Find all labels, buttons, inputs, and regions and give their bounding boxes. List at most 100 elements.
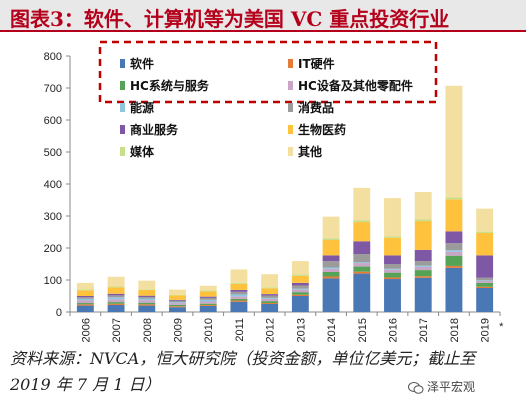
bar-segment [414, 261, 432, 266]
bar-segment [76, 290, 94, 296]
bar-segment [169, 307, 186, 312]
bar-segment [476, 280, 494, 281]
x-tick-label: 2013 [295, 318, 307, 342]
legend-swatch [120, 147, 125, 156]
bar-segment [107, 286, 125, 288]
legend-label: 其他 [298, 144, 322, 159]
bar-segment [169, 300, 186, 303]
chart-title: 图表3：软件、计算机等为美国 VC 重点投资行业 [10, 7, 450, 31]
legend-swatch [120, 125, 125, 134]
bar-segment [291, 282, 309, 286]
bar-segment [261, 287, 279, 289]
bar-segment [291, 285, 309, 289]
bar-segment [291, 288, 309, 290]
bar-segment [291, 289, 309, 293]
bar-segment [445, 250, 463, 252]
bar-segment [291, 261, 309, 275]
bar-segment [476, 208, 494, 232]
x-tick-label: 2010 [203, 318, 215, 342]
x-tick-label: 2007 [111, 318, 123, 342]
y-tick-label: 300 [44, 211, 62, 223]
bar-segment [76, 296, 94, 298]
bar-segment [107, 287, 125, 294]
bar-segment [445, 251, 463, 256]
bar-segment [107, 276, 125, 287]
bar-segment [476, 277, 494, 281]
bar-segment [261, 288, 279, 295]
bar-segment [322, 216, 340, 239]
bar-segment [199, 305, 217, 312]
bar-segment [445, 199, 463, 232]
source-note: 资料来源：NVCA，恒大研究院（投资金额，单位亿美元；截止至 2019 年 7 … [10, 349, 476, 394]
bar-segment [476, 231, 494, 233]
legend-label: 商业服务 [130, 122, 179, 137]
y-tick-label: 600 [44, 115, 62, 127]
bar-segment [476, 286, 494, 288]
bar-segment [384, 279, 401, 312]
bar-segment [414, 249, 432, 262]
bar-segment [261, 298, 279, 302]
bar-segment [384, 277, 401, 280]
bar-segment [414, 276, 432, 278]
bar-segment [322, 272, 340, 277]
x-tick-label: 2009 [173, 318, 185, 342]
legend-label: 能源 [130, 100, 154, 115]
legend-label: 消费品 [298, 100, 334, 115]
bar-segment [230, 296, 248, 299]
bar-segment [169, 295, 186, 300]
bar-segment [76, 303, 94, 305]
y-tick-label: 500 [44, 147, 62, 159]
bar-segment [230, 291, 248, 295]
bar-segment [414, 266, 432, 271]
legend-label: 软件 [130, 56, 154, 71]
y-tick-label: 100 [44, 275, 62, 287]
bar-segment [291, 274, 309, 276]
bar-segment [107, 295, 125, 298]
bar-segment [169, 302, 186, 304]
bar-segment [199, 299, 217, 302]
bar-segment [445, 85, 463, 198]
legend-swatch [288, 103, 293, 112]
legend-swatch [288, 59, 293, 68]
y-tick-label: 800 [44, 51, 62, 63]
bar-segment [169, 303, 186, 305]
legend-label: 生物医药 [298, 122, 346, 137]
bar-segment [322, 278, 340, 312]
bar-segment [261, 303, 279, 304]
bar-segment [199, 296, 217, 298]
legend-label: HC设备及其他零配件 [298, 78, 413, 93]
bar-segment [199, 304, 217, 306]
bar-segment [322, 268, 340, 272]
legend-swatch [288, 81, 293, 90]
bar-segment [322, 267, 340, 269]
y-tick-label: 0 [56, 307, 62, 319]
bar-segment [261, 274, 279, 288]
bar-segment [230, 294, 248, 297]
bar-segment [322, 238, 340, 240]
bar-segment [107, 304, 125, 312]
y-tick-label: 400 [44, 179, 62, 191]
bar-segment [291, 275, 309, 283]
x-tick-label: 2006 [80, 318, 92, 342]
bar-segment [138, 298, 156, 301]
bar-segment [199, 285, 217, 291]
bar-segment [384, 269, 401, 273]
title-bar: 图表3：软件、计算机等为美国 VC 重点投资行业 [0, 0, 526, 32]
bar-segment [353, 271, 371, 274]
bar-segment [476, 282, 494, 287]
bar-segment [230, 282, 248, 284]
bar-segment [261, 295, 279, 298]
legend-label: IT硬件 [298, 56, 335, 71]
bar-segment [445, 267, 463, 312]
bar-segment [107, 297, 125, 300]
bar-segment [138, 289, 156, 296]
bar-segment [138, 305, 156, 312]
bar-segment [384, 264, 401, 269]
x-tick-label: 2019 [480, 318, 492, 342]
x-tick-label: 2008 [142, 318, 154, 342]
x-tick-label: 2011 [234, 318, 246, 342]
bar-segment [230, 269, 248, 283]
bar-segment [76, 298, 94, 301]
bar-segment [261, 301, 279, 304]
bar-segment [445, 265, 463, 268]
